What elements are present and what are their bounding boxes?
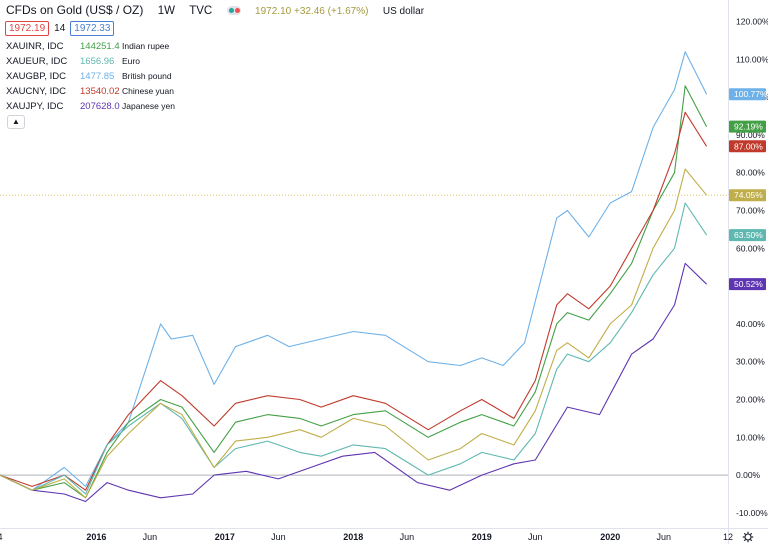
plot-area[interactable] bbox=[0, 51, 728, 503]
legend-symbol: XAUCNY, IDC bbox=[6, 86, 67, 97]
last-value-badge bbox=[729, 189, 766, 202]
bid-ask-panel: 1972.19 14 1972.33 bbox=[5, 21, 115, 36]
legend-symbol: XAUGBP, IDC bbox=[6, 71, 67, 82]
last-value-badge bbox=[729, 229, 766, 242]
y-tick-label: 110.00% bbox=[736, 54, 768, 64]
last-value-label: 74.05% bbox=[734, 190, 763, 200]
x-tick-label: Jun bbox=[400, 532, 415, 542]
last-value-badge bbox=[729, 88, 766, 101]
y-axis[interactable]: -10.00%0.00%10.00%20.00%30.00%40.00%50.0… bbox=[728, 0, 768, 544]
series-line[interactable] bbox=[0, 51, 708, 491]
legend-currency: Chinese yuan bbox=[122, 86, 174, 96]
market-status-icon[interactable] bbox=[226, 6, 241, 16]
x-tick-label: 12 bbox=[723, 532, 733, 542]
gear-icon-tooth bbox=[743, 532, 746, 535]
y-tick-label: -10.00% bbox=[736, 508, 768, 518]
gear-icon[interactable] bbox=[742, 531, 754, 543]
last-value-label: 50.52% bbox=[734, 279, 763, 289]
y-tick-label: 90.00% bbox=[736, 130, 765, 140]
legend-item[interactable]: XAUINR, IDC 144251.4 Indian rupee bbox=[6, 39, 175, 54]
legend-value: 1656.96 bbox=[80, 56, 115, 67]
legend-item[interactable]: XAUEUR, IDC 1656.96 Euro bbox=[6, 54, 175, 69]
x-tick-label: Jun bbox=[528, 532, 543, 542]
x-tick-label: Jun bbox=[657, 532, 672, 542]
last-value-labels: 100.77% 92.19% 87.00% 74.05% 63.50% 50.52% bbox=[729, 88, 768, 291]
y-tick-label: 70.00% bbox=[736, 206, 765, 216]
series-line[interactable] bbox=[0, 262, 707, 503]
y-tick-label: 10.00% bbox=[736, 432, 765, 442]
symbol-title[interactable]: CFDs on Gold (US$ / OZ) bbox=[6, 3, 144, 17]
source-label: TVC bbox=[189, 5, 213, 17]
x-tick-label: Jun bbox=[271, 532, 286, 542]
gear-icon-tooth bbox=[743, 539, 746, 542]
x-tick-label: 2018 bbox=[343, 532, 363, 542]
last-value-badge bbox=[729, 120, 766, 133]
legend-value: 144251.4 bbox=[80, 41, 120, 52]
y-tick-label: 80.00% bbox=[736, 168, 765, 178]
y-tick-label: 0.00% bbox=[736, 470, 761, 480]
legend-value: 13540.02 bbox=[80, 86, 120, 97]
last-value-badge bbox=[729, 140, 766, 153]
gear-icon-tooth bbox=[750, 539, 753, 542]
ask-price-button[interactable]: 1972.33 bbox=[70, 21, 115, 36]
x-tick-label: Jun bbox=[143, 532, 158, 542]
last-quote: 1972.10 +32.46 (+1.67%) bbox=[255, 6, 369, 17]
y-tick-label: 60.00% bbox=[736, 243, 765, 253]
spread-value: 14 bbox=[54, 23, 66, 34]
legend-item[interactable]: XAUCNY, IDC 13540.02 Chinese yuan bbox=[6, 84, 175, 99]
quote-currency: US dollar bbox=[382, 6, 425, 17]
y-tick-label: 20.00% bbox=[736, 395, 765, 405]
x-tick-label: 2017 bbox=[215, 532, 235, 542]
x-tick-label: 2020 bbox=[600, 532, 620, 542]
y-tick-label: 40.00% bbox=[736, 319, 765, 329]
legend-value: 1477.85 bbox=[80, 71, 115, 82]
gear-icon-tooth bbox=[750, 532, 753, 535]
x-tick-label: 2016 bbox=[86, 532, 106, 542]
last-value-badge bbox=[729, 278, 766, 291]
series-line[interactable] bbox=[0, 85, 708, 499]
gear-icon-ring bbox=[744, 533, 752, 541]
bid-price-button[interactable]: 1972.19 bbox=[5, 21, 50, 36]
interval-label[interactable]: 1W bbox=[157, 5, 176, 17]
legend-currency: Japanese yen bbox=[122, 101, 175, 111]
legend-symbol: XAUINR, IDC bbox=[6, 41, 64, 52]
y-tick-label: 30.00% bbox=[736, 357, 765, 367]
y-tick-label: 120.00% bbox=[736, 17, 768, 27]
legend-currency: Indian rupee bbox=[122, 41, 170, 51]
legend-item[interactable]: XAUJPY, IDC 207628.0 Japanese yen bbox=[6, 99, 175, 114]
chart-header: CFDs on Gold (US$ / OZ) 1W TVC 1972.10 +… bbox=[6, 3, 424, 17]
legend-currency: British pound bbox=[122, 71, 172, 81]
x-axis[interactable]: 4 2016 Jun 2017 Jun 2018 Jun 2019 Jun 2020 Jun 12 bbox=[0, 528, 768, 543]
legend-symbol: XAUEUR, IDC bbox=[6, 56, 68, 67]
last-value-label: 92.19% bbox=[734, 122, 763, 132]
legend-currency: Euro bbox=[122, 56, 140, 66]
legend-item[interactable]: XAUGBP, IDC 1477.85 British pound bbox=[6, 69, 175, 84]
last-value-label: 63.50% bbox=[734, 230, 763, 240]
x-tick-label: 2019 bbox=[472, 532, 492, 542]
last-value-label: 87.00% bbox=[734, 141, 763, 151]
series-line[interactable] bbox=[0, 202, 708, 495]
last-value-label: 100.77% bbox=[734, 89, 768, 99]
series-line[interactable] bbox=[0, 111, 708, 491]
legend-symbol: XAUJPY, IDC bbox=[6, 101, 64, 112]
x-tick-label: 4 bbox=[0, 532, 3, 542]
series-legend: XAUINR, IDC 144251.4 Indian rupee XAUEUR, … bbox=[6, 39, 175, 114]
legend-value: 207628.0 bbox=[80, 101, 120, 112]
series-line[interactable] bbox=[0, 168, 708, 499]
chevron-up-icon[interactable]: ▲ bbox=[7, 115, 25, 129]
